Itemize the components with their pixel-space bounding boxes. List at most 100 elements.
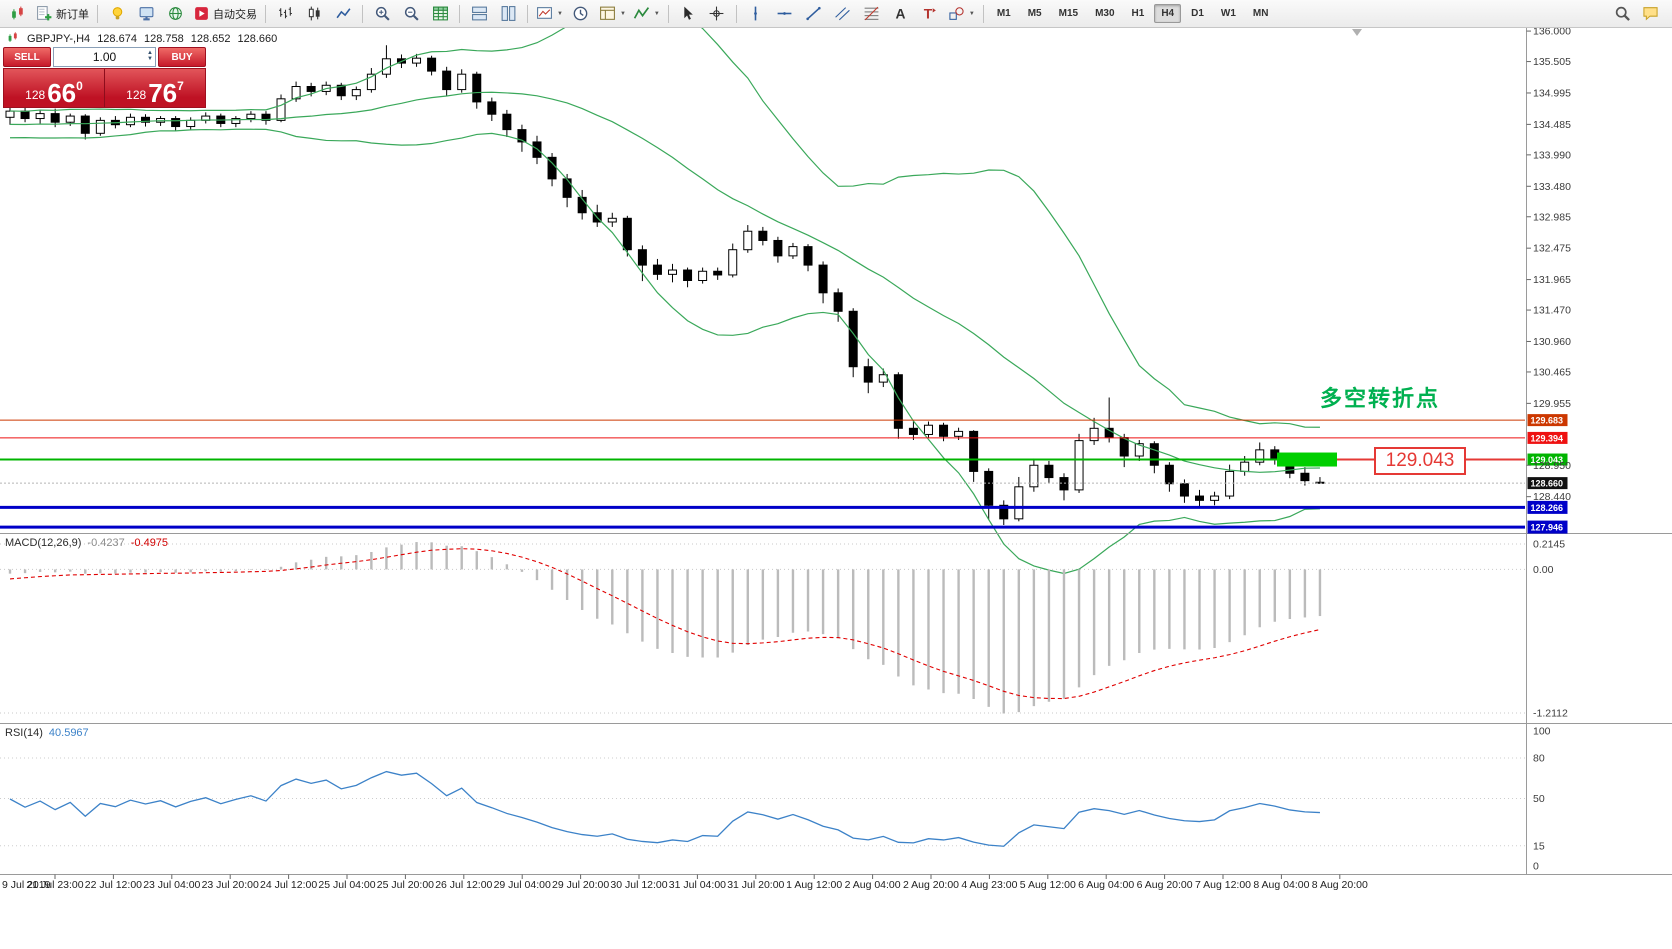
candle-body (1044, 464, 1054, 479)
timeframe-h4[interactable]: H4 (1154, 4, 1182, 23)
linechart-icon (335, 5, 352, 22)
svg-text:0: 0 (1533, 861, 1539, 873)
market-watch-button[interactable] (132, 2, 160, 26)
indicator-plots-layer (8, 542, 1322, 847)
svg-text:A: A (896, 5, 906, 21)
indicators-button[interactable]: ▼ (630, 2, 663, 26)
timeframe-d1[interactable]: D1 (1191, 8, 1204, 19)
vertical-line-button[interactable] (742, 2, 770, 26)
timeframe-h1[interactable]: H1 (1131, 8, 1145, 19)
volume-spinner[interactable]: ▲ ▼ (147, 50, 153, 62)
tileh-icon (471, 5, 488, 22)
chat-button[interactable] (1636, 2, 1664, 26)
channel-button[interactable] (829, 2, 857, 26)
candle-body (833, 292, 843, 312)
ideas-button[interactable] (103, 2, 131, 26)
svg-text:130.960: 130.960 (1533, 336, 1571, 348)
bollinger-lower-band[interactable] (9, 128, 1320, 575)
svg-text:128.266: 128.266 (1531, 503, 1564, 513)
tline-icon (805, 5, 822, 22)
sell-price-panel[interactable]: 128 66 0 (4, 69, 105, 107)
timeframe-mn[interactable]: MN (1252, 8, 1269, 19)
svg-text:0.00: 0.00 (1533, 564, 1554, 576)
buy-button[interactable]: BUY (158, 47, 206, 67)
candle-body (141, 116, 151, 123)
rsi-pane[interactable] (0, 724, 1525, 874)
candlestick-chart-button[interactable] (300, 2, 328, 26)
buy-price-panel[interactable]: 128 76 7 (105, 69, 205, 107)
new-chart-button[interactable]: ▼ (533, 2, 566, 26)
price-chart-pane[interactable] (0, 28, 1525, 533)
zoom-in-button[interactable] (368, 2, 396, 26)
chart-shift-marker[interactable] (1352, 29, 1362, 36)
crosshair-button[interactable] (703, 2, 731, 26)
horizontal-line-button[interactable] (771, 2, 799, 26)
annotations-layer (1277, 29, 1525, 467)
candle-body (637, 249, 647, 266)
svg-text:100: 100 (1533, 726, 1551, 738)
bollinger-middle-band[interactable] (9, 91, 1320, 473)
text-button[interactable]: A (887, 2, 915, 26)
candles-icon (306, 5, 323, 22)
grid-button[interactable] (426, 2, 454, 26)
template-icon (599, 5, 616, 22)
bar-chart-button[interactable] (271, 2, 299, 26)
cursor-button[interactable] (674, 2, 702, 26)
candle-body (863, 366, 873, 383)
label-button[interactable]: T (916, 2, 944, 26)
candle-body (562, 178, 572, 198)
tilev-icon (500, 5, 517, 22)
price-callout-box[interactable]: 129.043 (1374, 447, 1466, 475)
svg-text:1 Aug 12:00: 1 Aug 12:00 (786, 879, 842, 891)
search-button[interactable] (1608, 2, 1636, 26)
highlight-rectangle[interactable] (1277, 452, 1337, 467)
svg-text:129.394: 129.394 (1531, 433, 1564, 443)
level-127.946-badge (1527, 520, 1568, 534)
sell-button[interactable]: SELL (3, 47, 51, 67)
volume-field[interactable]: 1.00 ▲ ▼ (53, 47, 156, 67)
spinner-down-icon[interactable]: ▼ (147, 56, 153, 62)
turning-point-label[interactable]: 多空转折点 (1320, 386, 1441, 411)
macd-value-signal: -0.4975 (130, 537, 169, 549)
svg-text:31 Jul 20:00: 31 Jul 20:00 (727, 879, 784, 891)
svg-text:25 Jul 04:00: 25 Jul 04:00 (318, 879, 375, 891)
timeframe-m15[interactable]: M15 (1058, 8, 1079, 19)
svg-text:24 Jul 12:00: 24 Jul 12:00 (260, 879, 317, 891)
candle-body (1059, 477, 1069, 491)
zoom-out-button[interactable] (397, 2, 425, 26)
tile-windows-button[interactable] (465, 2, 493, 26)
svg-text:22 Jul 12:00: 22 Jul 12:00 (85, 879, 142, 891)
svg-text:133.480: 133.480 (1533, 181, 1571, 193)
ohlc-high: 128.758 (143, 33, 184, 45)
trendline-button[interactable] (800, 2, 828, 26)
price-axis[interactable] (1527, 28, 1672, 874)
candle-body (1179, 483, 1189, 497)
candle-body (457, 73, 467, 91)
cascade-windows-button[interactable] (494, 2, 522, 26)
fibonacci-button[interactable] (858, 2, 886, 26)
time-axis[interactable] (0, 875, 1525, 895)
shapes-button[interactable]: ▼ (945, 2, 978, 26)
auto-trading-button[interactable]: 自动交易 (190, 2, 260, 26)
toolbar-separator (265, 4, 266, 23)
pane-backgrounds (0, 28, 1525, 874)
timeframe-m5[interactable]: M5 (1027, 8, 1042, 19)
svg-text:29 Jul 04:00: 29 Jul 04:00 (494, 879, 551, 891)
spinner-up-icon[interactable]: ▲ (147, 50, 153, 56)
app-icon (10, 5, 27, 22)
channel-icon (834, 5, 851, 22)
candle-body (1315, 481, 1325, 484)
candle-body (1149, 443, 1159, 466)
candle-body (5, 110, 15, 118)
toolbar-separator (527, 4, 528, 23)
templates-button[interactable]: ▼ (596, 2, 629, 26)
new-order-button[interactable]: 新订单 (33, 2, 92, 26)
community-button[interactable] (161, 2, 189, 26)
timeframe-m1[interactable]: M1 (996, 8, 1011, 19)
timeframe-m30[interactable]: M30 (1095, 8, 1115, 19)
bid-big: 66 (47, 77, 77, 108)
line-chart-button[interactable] (329, 2, 357, 26)
candle-body (65, 115, 75, 123)
period-button[interactable] (567, 2, 595, 26)
timeframe-w1[interactable]: W1 (1220, 8, 1236, 19)
